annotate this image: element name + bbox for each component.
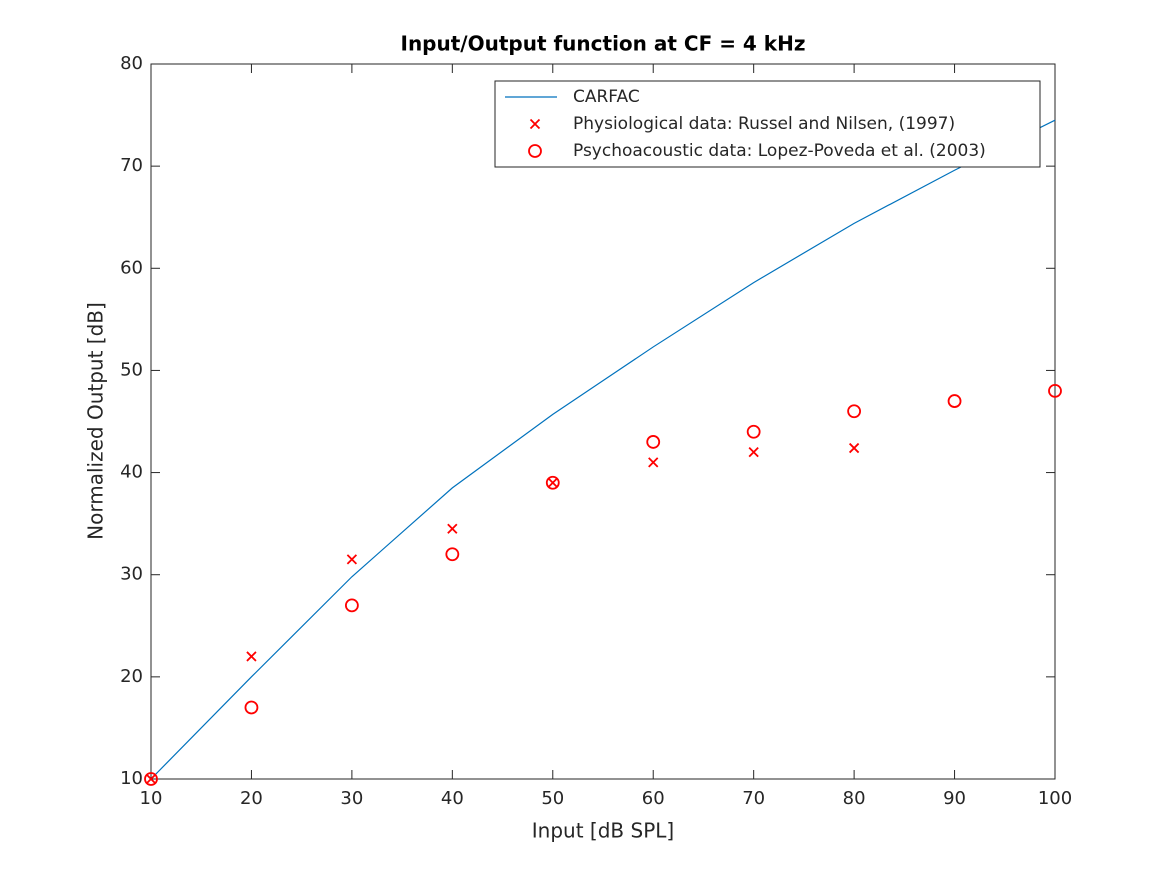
y-tick-label: 20: [120, 666, 143, 687]
y-tick-label: 80: [120, 53, 143, 74]
legend-swatch: [529, 118, 541, 130]
y-tick-label: 10: [120, 768, 143, 789]
legend-swatch: [528, 144, 542, 158]
legend-box: [494, 80, 1041, 168]
y-tick-label: 40: [120, 462, 143, 483]
y-tick-label: 50: [120, 359, 143, 380]
circle-marker: [545, 475, 560, 490]
y-tick-label: 30: [120, 564, 143, 585]
x-marker: [246, 651, 257, 662]
chart-title: Input/Output function at CF = 4 kHz: [401, 32, 806, 56]
x-marker: [547, 477, 558, 488]
circle-marker: [244, 700, 259, 715]
x-tick-label: 100: [1038, 788, 1072, 809]
x-marker: [748, 447, 759, 458]
circle-marker: [746, 424, 761, 439]
circle-marker: [947, 394, 962, 408]
x-marker: [346, 554, 358, 565]
legend-label: Physiological data: Russel and Nilsen, (…: [573, 114, 955, 134]
x-marker: [848, 442, 860, 454]
x-tick-label: 10: [140, 788, 163, 809]
x-tick-label: 50: [541, 788, 564, 809]
x-tick-label: 60: [642, 788, 665, 809]
x-tick-label: 20: [240, 788, 263, 809]
circle-marker: [646, 435, 661, 449]
y-axis-label: Normalized Output [dB]: [84, 302, 108, 540]
x-marker: [145, 773, 157, 785]
plot-frame: [150, 63, 1056, 780]
circle-marker: [1048, 383, 1062, 398]
x-tick-label: 80: [843, 788, 866, 809]
x-marker: [648, 457, 659, 468]
circle-marker: [344, 598, 359, 613]
y-tick-label: 70: [120, 155, 143, 176]
y-tick-label: 60: [120, 257, 143, 278]
circle-marker: [144, 772, 158, 786]
x-tick-label: 70: [742, 788, 765, 809]
legend-label: CARFAC: [573, 87, 640, 107]
circle-marker: [445, 547, 460, 562]
x-tick-label: 40: [441, 788, 464, 809]
x-axis-label: Input [dB SPL]: [532, 819, 674, 843]
legend-label: Psychoacoustic data: Lopez-Poveda et al.…: [573, 141, 986, 161]
circle-marker: [847, 404, 862, 419]
line: [150, 119, 1056, 780]
x-tick-label: 90: [943, 788, 966, 809]
x-tick-label: 30: [340, 788, 363, 809]
x-marker: [447, 523, 458, 534]
